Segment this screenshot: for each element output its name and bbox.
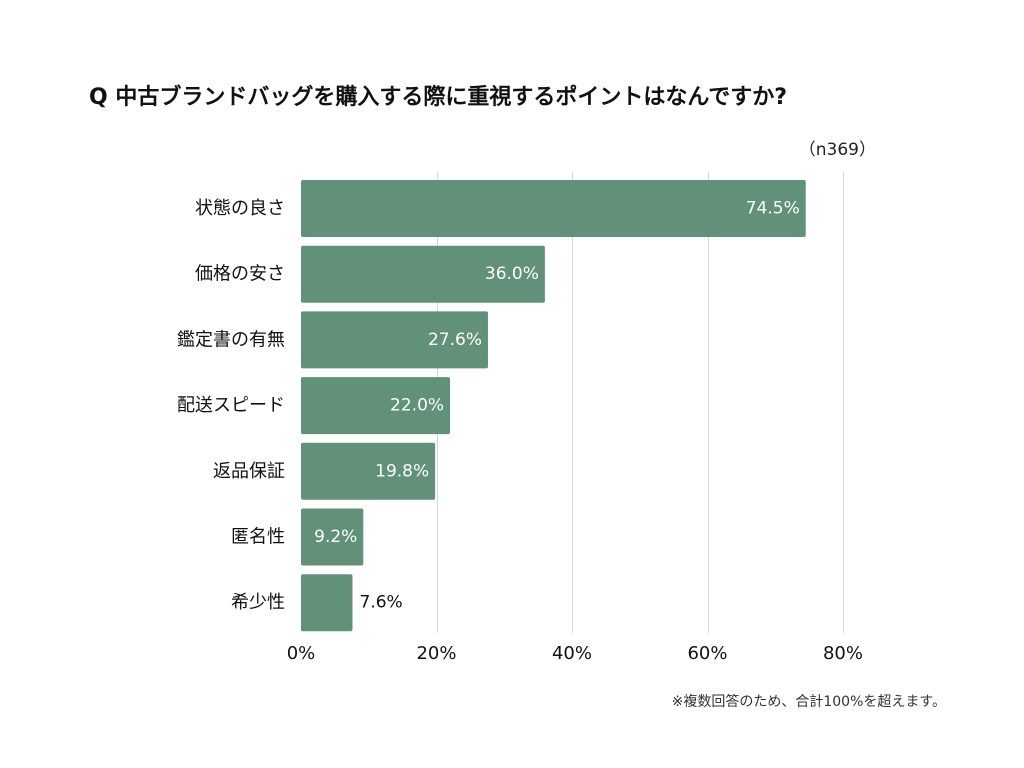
x-tick-label: 20% <box>416 643 456 664</box>
bar <box>301 508 364 566</box>
x-tick-label: 80% <box>823 643 863 664</box>
category-label: 価格の安さ <box>195 264 285 285</box>
bar <box>301 377 451 435</box>
gridlines <box>437 172 844 633</box>
value-label: 27.6% <box>428 330 482 350</box>
value-label: 9.2% <box>314 527 357 547</box>
bar <box>301 311 488 369</box>
footnote: ※複数回答のため、合計100%を超えます。 <box>672 693 946 710</box>
sample-size-label: （n369） <box>799 140 876 160</box>
value-label: 19.8% <box>375 461 429 481</box>
category-label: 希少性 <box>231 592 285 613</box>
bar <box>301 574 353 632</box>
x-tick-label: 60% <box>687 643 727 664</box>
category-label: 状態の良さ <box>195 198 285 219</box>
bar <box>301 245 545 303</box>
bar <box>301 180 806 237</box>
x-tick-label: 0% <box>287 643 316 664</box>
x-tick-label: 40% <box>552 643 592 664</box>
x-axis-ticks: 0% 20% 40% 60% 80% <box>287 643 863 664</box>
bars <box>301 180 806 632</box>
category-label: 鑑定書の有無 <box>177 329 285 350</box>
value-label: 74.5% <box>746 199 800 219</box>
value-label: 36.0% <box>485 264 539 284</box>
value-label: 7.6% <box>359 593 402 613</box>
bar <box>301 442 436 500</box>
category-label: 返品保証 <box>213 461 285 482</box>
chart-title: Q 中古ブランドバッグを購入する際に重視するポイントはなんですか? <box>89 84 787 110</box>
value-label: 22.0% <box>390 396 444 416</box>
category-label: 匿名性 <box>231 527 285 548</box>
value-labels: 74.5% 36.0% 27.6% 22.0% 19.8% 9.2% 7.6% <box>314 199 800 613</box>
category-label: 配送スピード <box>177 395 285 416</box>
